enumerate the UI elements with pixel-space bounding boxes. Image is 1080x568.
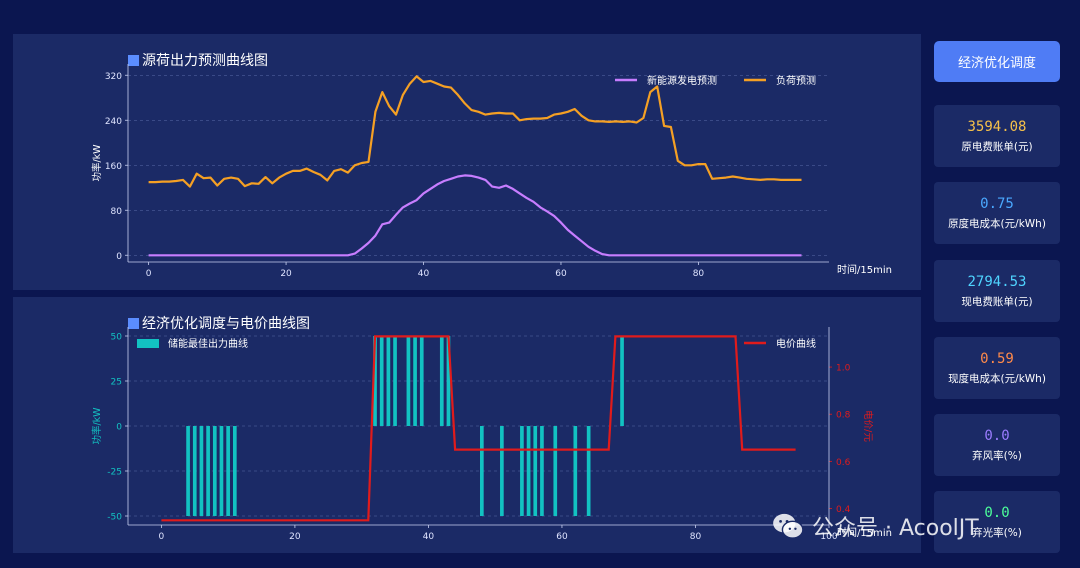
y2-tick-label: 1.0: [836, 364, 851, 374]
metric-label: 弃光率(%): [972, 526, 1022, 539]
storage-bar: [446, 336, 451, 426]
metric-label: 现电费账单(元): [961, 295, 1033, 308]
x-tick-label: 20: [280, 269, 292, 279]
storage-bar: [573, 426, 578, 516]
watermark: 公众号 · AcoolJT: [770, 510, 979, 542]
storage-bar: [212, 426, 217, 516]
x-tick-label: 20: [289, 532, 301, 542]
y-tick-label: 0: [116, 252, 122, 262]
y-axis-label: 功率/kW: [91, 144, 103, 182]
y2-tick-label: 0.6: [836, 458, 851, 468]
storage-bar: [232, 426, 237, 516]
storage-bar: [620, 336, 624, 426]
storage-bar: [206, 426, 210, 516]
metric-label: 原电费账单(元): [961, 140, 1033, 153]
economic-dispatch-button[interactable]: 经济优化调度: [934, 41, 1060, 82]
dispatch-chart-panel: 经济优化调度与电价曲线图 -50 -25 0 25 50 0.4 0.6 0.8 1.0 0 20 4…: [13, 297, 921, 553]
y-tick-label: 50: [111, 333, 123, 343]
y-tick-label: 0: [116, 423, 122, 433]
y-tick-label: 80: [111, 207, 123, 217]
metric-value: 0.0: [984, 504, 1010, 521]
storage-bar: [520, 426, 524, 516]
forecast-chart-title: 源荷出力预测曲线图: [128, 50, 268, 70]
metric-value: 2794.53: [967, 273, 1027, 290]
x-tick-label: 80: [693, 269, 705, 279]
y2-tick-label: 0.8: [836, 411, 851, 421]
legend-label: 储能最佳出力曲线: [168, 337, 248, 350]
legend-label: 电价曲线: [776, 337, 816, 350]
y-tick-label: 160: [105, 162, 122, 172]
y-tick-label: -50: [107, 513, 122, 523]
series-line-renewable: [148, 174, 802, 257]
x-tick-label: 0: [159, 532, 165, 542]
storage-bar: [500, 426, 504, 516]
x-tick-label: 60: [556, 532, 568, 542]
x-axis-label: 时间/15min: [837, 526, 892, 539]
metric-label: 原度电成本(元/kWh): [948, 217, 1046, 230]
legend-label: 新能源发电预测: [647, 74, 717, 87]
storage-bar: [586, 426, 591, 516]
x-tick-label: 40: [423, 532, 435, 542]
metric-label: 现度电成本(元/kWh): [948, 372, 1046, 385]
x-tick-label: 40: [418, 269, 430, 279]
storage-bar: [406, 336, 411, 426]
dispatch-chart-title-text: 经济优化调度与电价曲线图: [142, 316, 310, 332]
metric-card-solar-curtailment: 0.0 弃光率(%): [934, 491, 1060, 553]
x-tick-label: 60: [555, 269, 567, 279]
storage-bar: [379, 336, 384, 426]
metric-value: 0.0: [984, 427, 1010, 444]
y2-axis-label: 电价/元: [862, 410, 874, 442]
title-marker-icon: [128, 317, 139, 329]
storage-bar: [199, 426, 204, 516]
metric-card-current-unit-cost: 0.59 现度电成本(元/kWh): [934, 337, 1060, 399]
metric-value: 0.75: [980, 195, 1014, 212]
storage-bar: [480, 426, 484, 516]
x-tick-label: 0: [146, 269, 152, 279]
y-axis-label: 功率/kW: [91, 407, 103, 445]
storage-bar: [186, 426, 190, 516]
dispatch-chart: -50 -25 0 25 50 0.4 0.6 0.8 1.0 0 20 40 60 80 100 时间/15…: [91, 327, 892, 542]
y-tick-label: 25: [111, 378, 122, 388]
forecast-chart-panel: 源荷出力预测曲线图 0 80 160 240 320 0 20 40 60 80 时间/15min 功…: [13, 34, 921, 290]
storage-bar: [219, 426, 224, 516]
storage-bar: [526, 426, 531, 516]
storage-bar: [386, 336, 391, 426]
y-tick-label: 240: [105, 117, 122, 127]
x-tick-label: 100: [820, 532, 837, 542]
watermark-text: 公众号 · AcoolJT: [812, 516, 979, 541]
y-tick-label: -25: [107, 468, 122, 478]
metric-card-original-bill: 3594.08 原电费账单(元): [934, 105, 1060, 167]
storage-bar: [540, 426, 544, 516]
forecast-chart-title-text: 源荷出力预测曲线图: [142, 53, 268, 69]
storage-bar: [192, 426, 197, 516]
storage-bar: [419, 336, 424, 426]
series-line-load: [148, 75, 802, 188]
storage-bar: [439, 336, 444, 426]
legend-swatch: [137, 339, 159, 348]
legend-label: 负荷预测: [776, 74, 816, 87]
storage-bar: [373, 336, 377, 426]
wechat-icon: [773, 513, 804, 539]
forecast-chart: 0 80 160 240 320 0 20 40 60 80 时间/15min 功率/kW 新能源发电预…: [91, 64, 892, 279]
y-tick-label: 320: [105, 72, 122, 82]
metric-value: 3594.08: [967, 118, 1027, 135]
x-tick-label: 80: [690, 532, 702, 542]
storage-bar: [226, 426, 230, 516]
metric-card-original-unit-cost: 0.75 原度电成本(元/kWh): [934, 182, 1060, 244]
dispatch-chart-title: 经济优化调度与电价曲线图: [128, 313, 310, 333]
storage-bar: [393, 336, 397, 426]
metric-value: 0.59: [980, 350, 1014, 367]
storage-bar: [553, 426, 558, 516]
metric-card-wind-curtailment: 0.0 弃风率(%): [934, 414, 1060, 476]
storage-bar: [413, 336, 417, 426]
y2-tick-label: 0.4: [836, 505, 851, 515]
storage-bar: [533, 426, 538, 516]
title-marker-icon: [128, 54, 139, 66]
metric-label: 弃风率(%): [972, 449, 1022, 462]
metric-card-current-bill: 2794.53 现电费账单(元): [934, 260, 1060, 322]
price-line: [161, 335, 796, 522]
x-axis-label: 时间/15min: [837, 263, 892, 276]
